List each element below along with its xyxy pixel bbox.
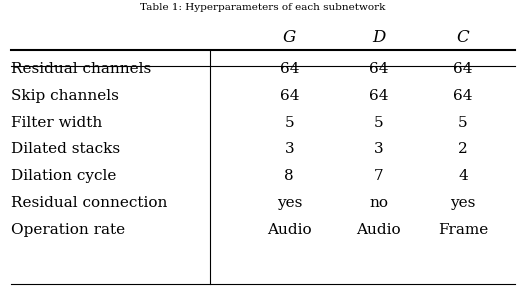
Text: Table 1: Hyperparameters of each subnetwork: Table 1: Hyperparameters of each subnetw… (140, 3, 386, 12)
Text: Frame: Frame (438, 223, 488, 237)
Text: Audio: Audio (267, 223, 311, 237)
Text: 64: 64 (453, 89, 473, 103)
Text: C: C (457, 29, 469, 46)
Text: Residual channels: Residual channels (11, 62, 151, 76)
Text: Dilation cycle: Dilation cycle (11, 169, 116, 183)
Text: Operation rate: Operation rate (11, 223, 125, 237)
Text: Filter width: Filter width (11, 116, 102, 130)
Text: Residual connection: Residual connection (11, 196, 167, 210)
Text: yes: yes (450, 196, 476, 210)
Text: Audio: Audio (357, 223, 401, 237)
Text: 64: 64 (453, 62, 473, 76)
Text: 4: 4 (458, 169, 468, 183)
Text: D: D (372, 29, 386, 46)
Text: 2: 2 (458, 143, 468, 156)
Text: G: G (282, 29, 296, 46)
Text: 3: 3 (374, 143, 383, 156)
Text: yes: yes (277, 196, 302, 210)
Text: 64: 64 (279, 62, 299, 76)
Text: 3: 3 (285, 143, 294, 156)
Text: 7: 7 (374, 169, 383, 183)
Text: 64: 64 (279, 89, 299, 103)
Text: 5: 5 (458, 116, 468, 130)
Text: Dilated stacks: Dilated stacks (11, 143, 119, 156)
Text: 5: 5 (285, 116, 294, 130)
Text: 5: 5 (374, 116, 383, 130)
Text: 8: 8 (285, 169, 294, 183)
Text: 64: 64 (369, 89, 389, 103)
Text: no: no (369, 196, 388, 210)
Text: 64: 64 (369, 62, 389, 76)
Text: Skip channels: Skip channels (11, 89, 118, 103)
